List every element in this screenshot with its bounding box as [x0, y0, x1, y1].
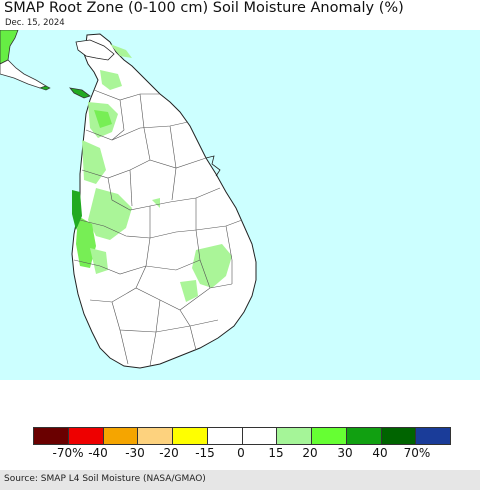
- legend-tick-label: 0: [237, 446, 245, 460]
- legend-tick-label: -70%: [52, 446, 84, 460]
- legend-swatch: [277, 428, 312, 444]
- anomaly-wet-30: [94, 110, 112, 128]
- coast-detail: [205, 155, 221, 177]
- anomaly-wet-20: [180, 280, 198, 302]
- legend-tick-label: 20: [302, 446, 318, 460]
- adams-bridge: [39, 85, 51, 91]
- map-panel: [0, 30, 480, 380]
- legend-swatch: [242, 428, 278, 444]
- anomaly-wet-20: [88, 188, 132, 240]
- legend-tick-label: 70%: [403, 446, 431, 460]
- legend-swatch: [207, 428, 243, 444]
- jaffna-peninsula: [75, 39, 115, 61]
- legend-tick-label: -30: [125, 446, 145, 460]
- legend-tick-label: -40: [88, 446, 108, 460]
- india-land: [0, 30, 19, 65]
- legend-swatch: [381, 428, 417, 444]
- map-title: SMAP Root Zone (0-100 cm) Soil Moisture …: [4, 0, 404, 16]
- source-credit: Source: SMAP L4 Soil Moisture (NASA/GMAO…: [4, 474, 206, 484]
- legend-swatch: [103, 428, 139, 444]
- source-bar: [0, 470, 480, 490]
- legend-swatch: [34, 428, 69, 444]
- legend-tick-label: 40: [372, 446, 388, 460]
- legend-tick-label: 15: [268, 446, 284, 460]
- legend-tick-label: -20: [159, 446, 179, 460]
- legend-swatch: [346, 428, 382, 444]
- anomaly-wet-20: [100, 70, 122, 90]
- legend-tick-label: -15: [195, 446, 215, 460]
- map-svg: [0, 30, 480, 380]
- anomaly-wet-40: [72, 190, 82, 230]
- legend-swatch: [173, 428, 208, 444]
- legend-ticks: -70% -40 -30 -20 -15 0 15 20 30 40 70%: [0, 446, 480, 462]
- anomaly-wet-20: [82, 140, 106, 184]
- anomaly-north: [110, 44, 132, 58]
- anomaly-wet-20: [152, 198, 160, 208]
- color-legend: [33, 427, 451, 445]
- legend-swatch: [68, 428, 104, 444]
- legend-tick-label: 30: [337, 446, 353, 460]
- legend-swatch: [138, 428, 173, 444]
- map-date: Dec. 15, 2024: [5, 18, 65, 28]
- district-boundaries: [73, 89, 243, 367]
- mannar-island: [69, 87, 91, 99]
- anomaly-wet-30: [76, 216, 96, 268]
- legend-swatch: [312, 428, 347, 444]
- legend-swatch: [416, 428, 450, 444]
- anomaly-wet-20: [192, 244, 232, 288]
